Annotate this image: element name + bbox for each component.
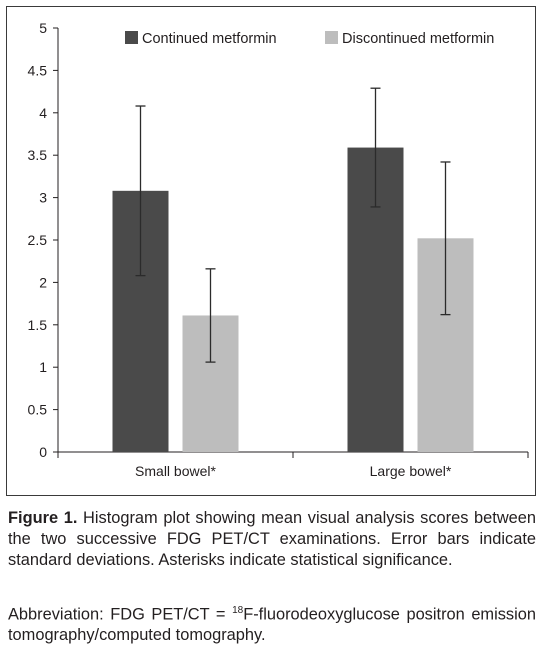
chart-frame: 0 0.5 1 1.5 2 2.5 3 3.5 4 4.5 5 Small bowel* Large b… <box>6 6 536 496</box>
y-tick-label: 0.5 <box>28 402 48 418</box>
category-label: Small bowel* <box>135 463 216 479</box>
y-tick-label: 3 <box>39 190 47 206</box>
abbreviation-note: Abbreviation: FDG PET/CT = 18F-fluorodeo… <box>8 600 536 646</box>
abbreviation-superscript: 18 <box>232 605 244 616</box>
legend-label: Continued metformin <box>142 31 277 47</box>
abbreviation-prefix: Abbreviation: FDG PET/CT = <box>8 605 233 624</box>
legend-label: Discontinued metformin <box>342 31 494 47</box>
bar-chart: 0 0.5 1 1.5 2 2.5 3 3.5 4 4.5 5 Small bowel* Large b… <box>28 20 529 479</box>
abbreviation-text: F-fluorodeoxyglucose positron emission t… <box>8 605 536 645</box>
figure-caption-text: Histogram plot showing mean visual analy… <box>8 509 537 569</box>
y-tick-label: 1 <box>39 359 47 375</box>
y-tick-label: 4.5 <box>28 62 48 78</box>
y-tick-label: 4 <box>39 105 47 121</box>
legend-swatch <box>325 31 338 44</box>
y-tick-label: 2 <box>39 274 47 290</box>
y-tick-label: 2.5 <box>28 232 48 248</box>
y-tick-label: 5 <box>39 20 47 36</box>
legend-swatch <box>125 31 138 44</box>
category-label: Large bowel* <box>370 463 452 479</box>
y-tick-label: 0 <box>39 444 47 460</box>
y-tick-label: 1.5 <box>28 317 48 333</box>
figure-caption: Figure 1. Histogram plot showing mean vi… <box>8 508 536 571</box>
figure-label: Figure 1. <box>8 509 78 527</box>
y-tick-label: 3.5 <box>28 147 48 163</box>
